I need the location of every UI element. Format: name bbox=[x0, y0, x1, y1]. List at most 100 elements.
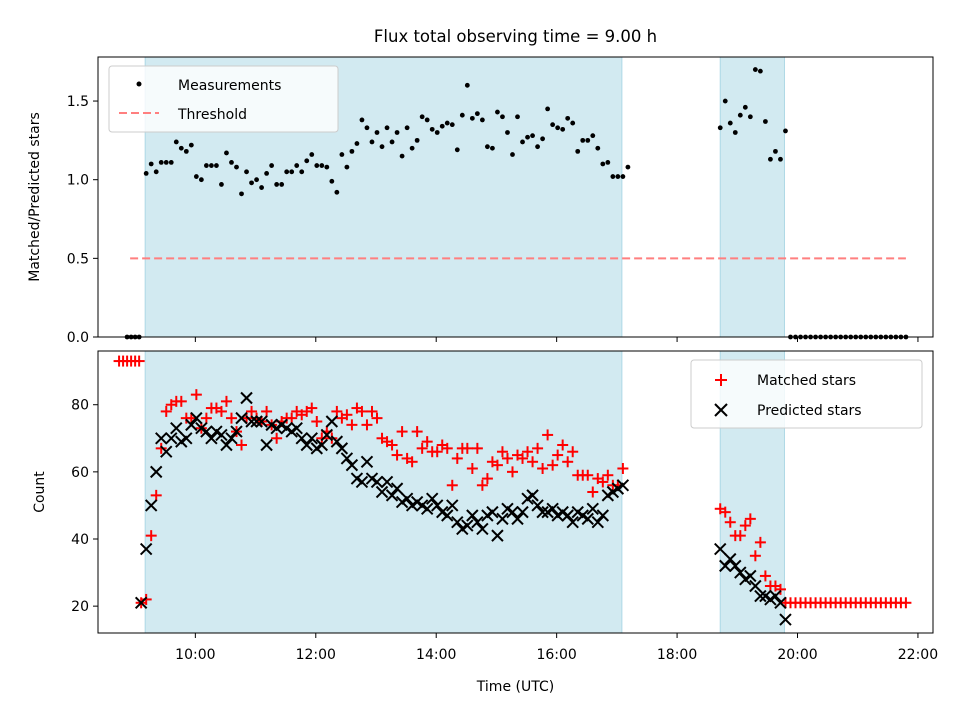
x-tick-label: 14:00 bbox=[416, 647, 456, 663]
matched-star-point bbox=[491, 459, 503, 471]
measurement-point bbox=[299, 169, 305, 175]
measurement-point bbox=[590, 133, 596, 139]
measurement-point bbox=[495, 109, 500, 115]
measurement-point bbox=[254, 177, 259, 183]
predicted-star-point bbox=[205, 432, 218, 445]
x-tick-label: 22:00 bbox=[898, 647, 938, 663]
matched-star-point bbox=[326, 432, 338, 444]
top-observing-window-2 bbox=[719, 56, 785, 338]
predicted-star-point bbox=[225, 432, 238, 445]
predicted-star-point bbox=[260, 438, 273, 452]
measurement-point bbox=[570, 120, 576, 126]
predicted-star-point bbox=[385, 489, 399, 502]
predicted-star-point bbox=[754, 589, 767, 603]
predicted-star-point bbox=[546, 502, 559, 515]
predicted-star-point bbox=[255, 415, 268, 428]
measurement-point bbox=[244, 169, 249, 175]
measurement-point bbox=[520, 139, 525, 145]
matched-star-point bbox=[597, 476, 609, 488]
measurement-point bbox=[419, 114, 425, 120]
matched-star-point bbox=[220, 395, 232, 407]
bottom-x-ticks: 10:00 12:00 14:00 16:00 18:00 20:00 22:00 bbox=[175, 633, 938, 663]
predicted-star-point bbox=[250, 415, 263, 428]
matched-star-point bbox=[562, 456, 574, 468]
predicted-star-point bbox=[230, 425, 243, 438]
measurement-point bbox=[610, 174, 616, 179]
measurement-point bbox=[188, 142, 194, 148]
predicted-star-point bbox=[325, 415, 339, 428]
measurement-point bbox=[344, 164, 350, 170]
matched-star-point bbox=[133, 355, 145, 367]
matched-star-point bbox=[451, 452, 463, 464]
measurement-point bbox=[153, 169, 159, 175]
matched-star-point bbox=[466, 463, 478, 474]
predicted-star-point bbox=[714, 542, 727, 556]
measurement-point bbox=[148, 161, 154, 167]
measurement-point bbox=[269, 163, 275, 168]
matched-star-point bbox=[602, 469, 614, 481]
matched-star-point bbox=[431, 446, 443, 458]
measurement-point bbox=[224, 150, 229, 156]
measurement-point bbox=[484, 144, 490, 150]
predicted-star-point bbox=[471, 516, 484, 529]
matched-star-point bbox=[306, 402, 318, 414]
matched-star-point bbox=[719, 506, 731, 518]
predicted-star-point bbox=[591, 516, 605, 529]
matched-star-point bbox=[734, 530, 746, 542]
measurement-point bbox=[329, 178, 335, 184]
measurement-point bbox=[173, 139, 179, 145]
matched-star-point bbox=[200, 412, 212, 424]
predicted-star-point bbox=[134, 596, 148, 609]
predicted-star-point bbox=[476, 522, 489, 536]
x-tick-label: 16:00 bbox=[536, 647, 576, 663]
measurement-point bbox=[404, 125, 410, 131]
matched-star-point bbox=[506, 466, 518, 478]
matched-star-point bbox=[759, 570, 771, 582]
predicted-star-point bbox=[290, 422, 303, 435]
measurement-point bbox=[530, 133, 535, 139]
predicted-star-point bbox=[380, 475, 394, 489]
predicted-star-point bbox=[491, 529, 504, 542]
predicted-star-point bbox=[165, 432, 178, 445]
matched-star-point bbox=[155, 442, 167, 454]
matched-star-point bbox=[739, 520, 751, 532]
measurement-point bbox=[768, 156, 773, 162]
matched-star-point bbox=[331, 405, 343, 417]
measurement-point bbox=[324, 164, 330, 170]
measurement-point bbox=[620, 174, 626, 179]
matched-star-point bbox=[215, 405, 227, 417]
bottom-y-tick-label: 40 bbox=[71, 532, 89, 548]
measurement-point bbox=[600, 161, 606, 167]
measurement-point bbox=[762, 119, 768, 124]
bottom-predicted-points bbox=[134, 391, 792, 626]
predicted-star-point bbox=[516, 505, 529, 519]
matched-star-point bbox=[441, 442, 453, 454]
predicted-star-point bbox=[431, 499, 444, 512]
measurement-point bbox=[459, 112, 465, 118]
legend-measurements-label: Measurements bbox=[178, 78, 281, 94]
predicted-star-point bbox=[496, 512, 509, 526]
measurement-point bbox=[747, 114, 753, 120]
predicted-star-point bbox=[774, 596, 787, 609]
predicted-star-point bbox=[506, 505, 519, 519]
matched-star-point bbox=[150, 489, 162, 501]
measurement-point bbox=[274, 182, 280, 187]
measurement-point bbox=[379, 144, 385, 150]
measurement-point bbox=[550, 122, 556, 128]
matched-star-point bbox=[522, 446, 534, 458]
measurement-point bbox=[505, 130, 510, 135]
predicted-star-point bbox=[180, 432, 193, 445]
measurement-point bbox=[778, 156, 783, 162]
measurement-point bbox=[737, 112, 743, 118]
predicted-star-point bbox=[486, 505, 499, 519]
matched-star-point bbox=[361, 419, 373, 431]
measurement-point bbox=[540, 136, 545, 142]
predicted-star-point bbox=[420, 502, 434, 515]
measurement-point bbox=[773, 148, 778, 154]
bottom-y-tick-label: 80 bbox=[71, 398, 89, 414]
bottom-legend-box bbox=[690, 359, 923, 429]
matched-star-point bbox=[421, 436, 433, 448]
measurement-point bbox=[555, 125, 561, 131]
measurement-point bbox=[490, 145, 495, 151]
predicted-star-point bbox=[441, 509, 454, 522]
